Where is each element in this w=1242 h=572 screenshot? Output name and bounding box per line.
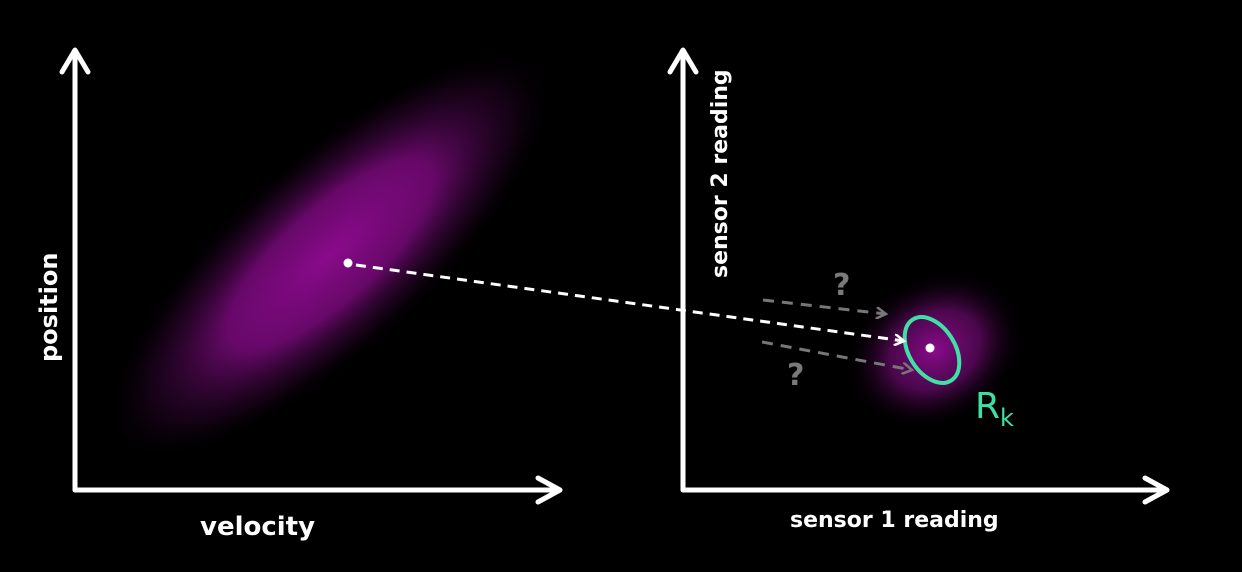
alt-mapping-arrow-upper (762, 298, 886, 314)
left-x-axis-label: velocity (200, 512, 315, 542)
state-to-measurement-arrow (355, 263, 904, 341)
left-x-axis-arrowhead-icon (535, 475, 563, 505)
right-y-axis-arrowhead-icon (667, 47, 699, 75)
left-x-axis (72, 475, 563, 505)
noise-covariance-label: Rk (975, 386, 1014, 432)
noise-covariance-label-sub: k (1000, 404, 1014, 432)
measurement-distribution-blob (844, 269, 1026, 431)
right-y-axis (667, 47, 699, 493)
left-y-axis (59, 47, 91, 493)
right-y-axis-label: sensor 2 reading (708, 69, 733, 278)
left-y-axis-arrowhead-icon (59, 47, 91, 75)
measurement-point (925, 343, 935, 353)
left-y-axis-label: position (35, 253, 63, 362)
alt-mapping-arrow-lower (761, 340, 912, 370)
noise-covariance-ellipse (902, 315, 962, 385)
right-x-axis-label: sensor 1 reading (790, 508, 999, 533)
question-mark-upper: ? (833, 268, 850, 303)
right-plot: sensor 1 reading sensor 2 reading ? ? Rk (667, 47, 1170, 533)
question-mark-lower: ? (787, 358, 804, 393)
right-x-axis (680, 475, 1170, 505)
noise-covariance-label-main: R (975, 386, 1000, 427)
state-mean-point (343, 258, 353, 268)
right-x-axis-arrowhead-icon (1142, 475, 1170, 505)
state-distribution-blob (104, 47, 556, 463)
left-plot: velocity position (35, 47, 563, 542)
